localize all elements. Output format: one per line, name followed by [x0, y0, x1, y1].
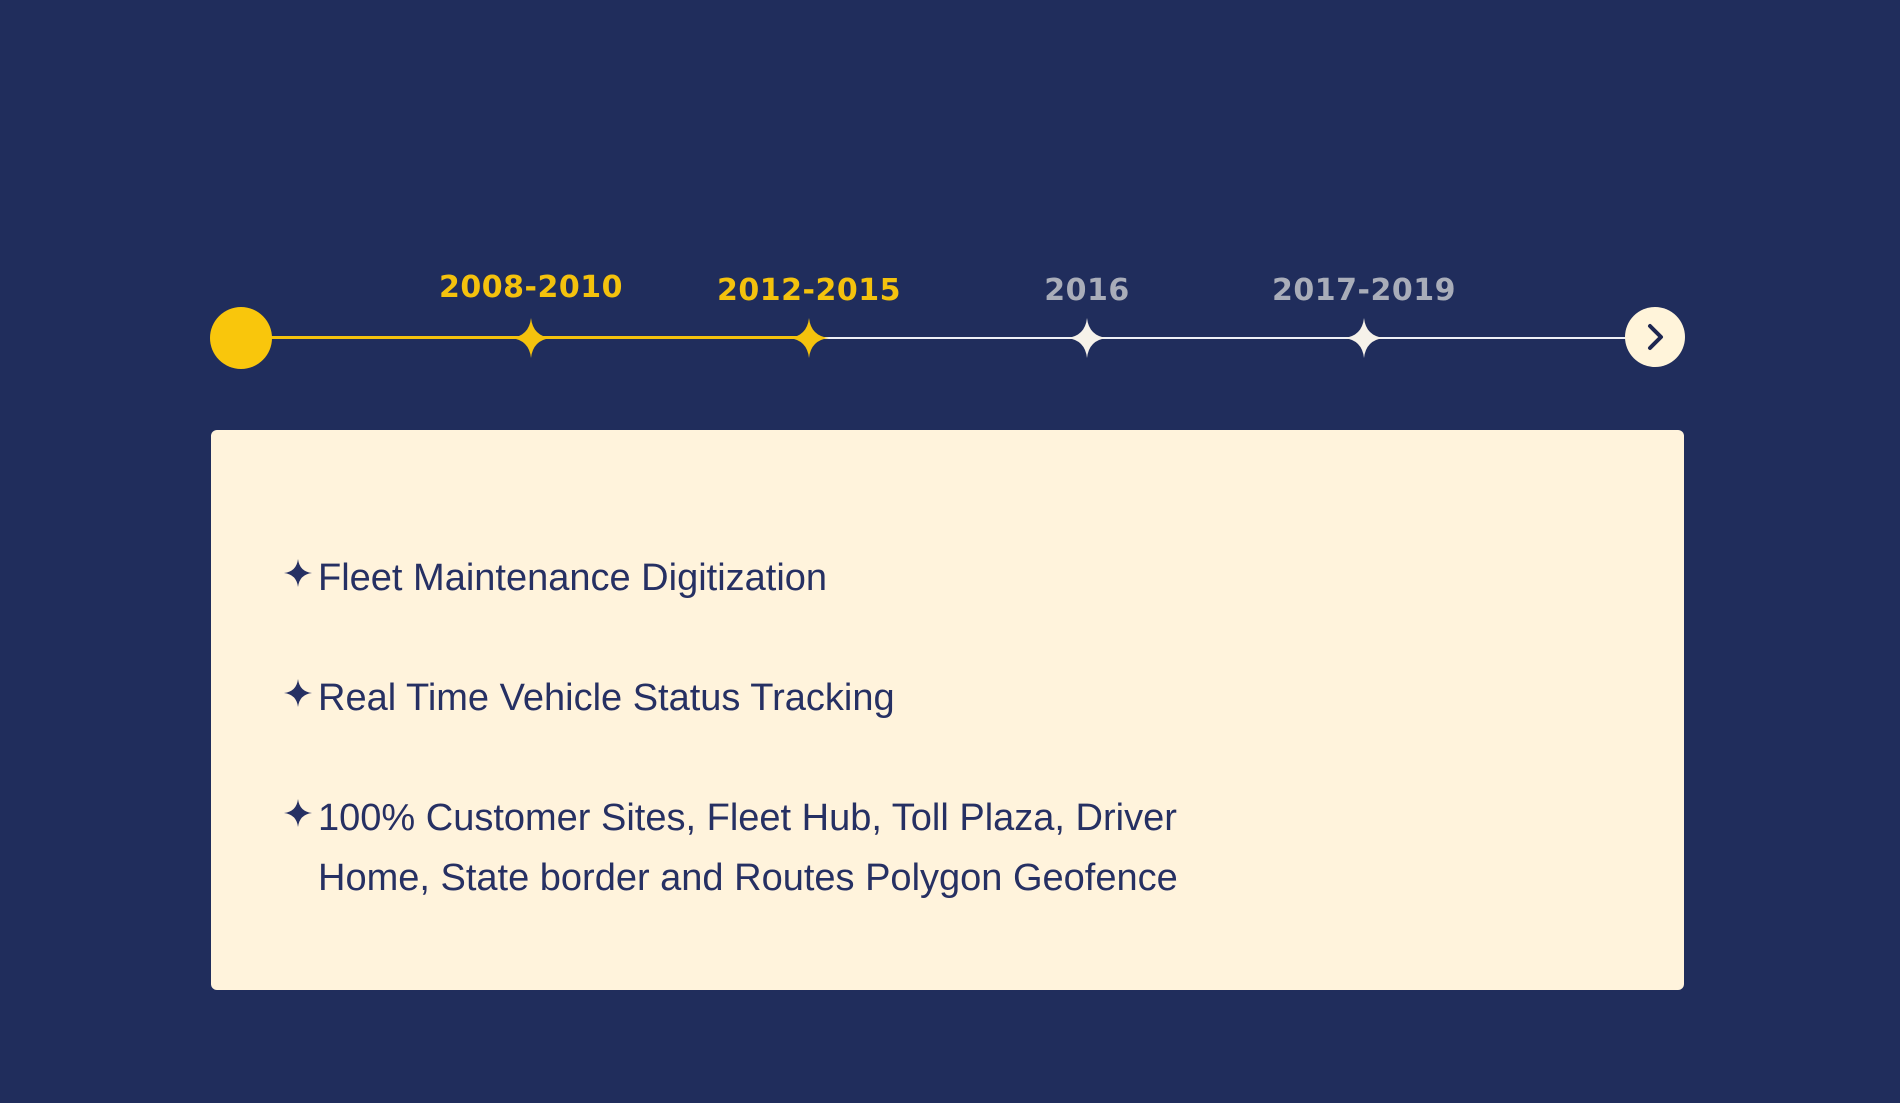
sparkle-star-icon [284, 799, 312, 827]
timeline-start-dot [210, 307, 272, 369]
sparkle-star-icon [1067, 318, 1107, 358]
milestone-year-label: 2017-2019 [1272, 273, 1456, 308]
sparkle-star-icon [511, 318, 551, 358]
timeline-milestone-2016[interactable]: 2016 [967, 0, 1207, 380]
timeline-track [240, 337, 1655, 339]
chevron-right-icon [1648, 324, 1663, 350]
feature-text: Fleet Maintenance Digitization [318, 557, 828, 599]
milestone-year-label: 2016 [1044, 273, 1130, 308]
feature-text: 100% Customer Sites, Fleet Hub, Toll Pla… [318, 797, 1178, 899]
timeline: 2008-2010 2012-2015 2016 2017-2019 [0, 0, 1900, 400]
milestone-details-card: Fleet Maintenance Digitization Real Time… [211, 430, 1684, 990]
sparkle-star-icon [1344, 318, 1384, 358]
milestone-year-label: 2012-2015 [717, 273, 901, 308]
sparkle-star-icon [789, 318, 829, 358]
timeline-milestone-2012-2015[interactable]: 2012-2015 [689, 0, 929, 380]
milestone-year-label: 2008-2010 [439, 270, 623, 305]
feature-text: Real Time Vehicle Status Tracking [318, 677, 895, 719]
timeline-milestone-2017-2019[interactable]: 2017-2019 [1244, 0, 1484, 380]
timeline-next-button[interactable] [1625, 307, 1685, 367]
sparkle-star-icon [284, 559, 312, 587]
timeline-milestone-2008-2010[interactable]: 2008-2010 [411, 0, 651, 380]
sparkle-star-icon [284, 679, 312, 707]
